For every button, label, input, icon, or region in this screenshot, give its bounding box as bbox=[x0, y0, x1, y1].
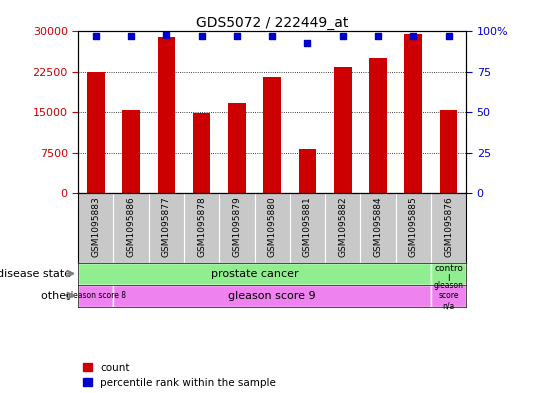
Text: contro
l: contro l bbox=[434, 264, 463, 283]
Text: GSM1095877: GSM1095877 bbox=[162, 197, 171, 257]
Point bbox=[409, 33, 418, 39]
Point bbox=[162, 31, 171, 38]
Bar bbox=[157, 37, 175, 193]
Point bbox=[197, 33, 206, 39]
Text: GSM1095881: GSM1095881 bbox=[303, 197, 312, 257]
Bar bbox=[78, 285, 113, 307]
Point bbox=[303, 40, 312, 46]
Bar bbox=[431, 285, 466, 307]
Bar bbox=[122, 110, 140, 193]
Text: gleason score 9: gleason score 9 bbox=[229, 290, 316, 301]
Point bbox=[374, 33, 382, 39]
Bar bbox=[440, 110, 458, 193]
Bar bbox=[334, 66, 351, 193]
Text: GSM1095885: GSM1095885 bbox=[409, 197, 418, 257]
Text: GSM1095886: GSM1095886 bbox=[127, 197, 136, 257]
Text: gleason score 8: gleason score 8 bbox=[66, 291, 126, 300]
Point bbox=[268, 33, 277, 39]
Bar bbox=[431, 263, 466, 285]
Bar bbox=[113, 285, 431, 307]
Text: GSM1095880: GSM1095880 bbox=[268, 197, 277, 257]
Text: other: other bbox=[42, 290, 78, 301]
Point bbox=[233, 33, 241, 39]
Bar bbox=[404, 34, 422, 193]
Bar bbox=[299, 149, 316, 193]
Text: GSM1095883: GSM1095883 bbox=[91, 197, 100, 257]
Title: GDS5072 / 222449_at: GDS5072 / 222449_at bbox=[196, 17, 348, 30]
Bar bbox=[228, 103, 246, 193]
Text: GSM1095878: GSM1095878 bbox=[197, 197, 206, 257]
Point bbox=[127, 33, 135, 39]
Text: GSM1095882: GSM1095882 bbox=[338, 197, 347, 257]
Text: GSM1095884: GSM1095884 bbox=[374, 197, 383, 257]
Point bbox=[92, 33, 100, 39]
Legend: count, percentile rank within the sample: count, percentile rank within the sample bbox=[84, 363, 276, 388]
Bar bbox=[193, 113, 210, 193]
Bar bbox=[264, 77, 281, 193]
Text: GSM1095879: GSM1095879 bbox=[232, 197, 241, 257]
Point bbox=[338, 33, 347, 39]
Point bbox=[444, 33, 453, 39]
Text: prostate cancer: prostate cancer bbox=[211, 268, 299, 279]
Bar bbox=[87, 72, 105, 193]
Text: gleason
score
n/a: gleason score n/a bbox=[433, 281, 464, 310]
Bar bbox=[369, 59, 387, 193]
Text: GSM1095876: GSM1095876 bbox=[444, 197, 453, 257]
Text: disease state: disease state bbox=[0, 268, 78, 279]
